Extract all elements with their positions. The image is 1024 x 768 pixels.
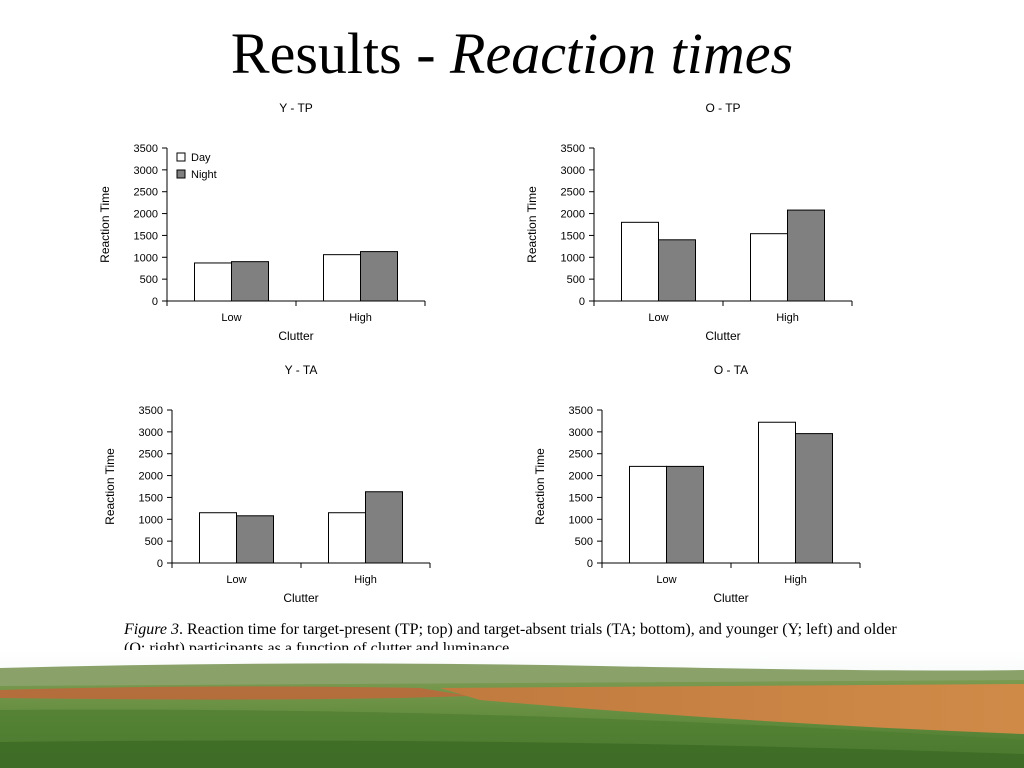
y-axis-label: Reaction Time (525, 186, 539, 263)
y-tick-label: 3000 (561, 165, 585, 177)
y-tick-label: 500 (140, 274, 158, 286)
bar-day-low (629, 465, 667, 564)
bar-night-low (666, 465, 704, 564)
y-tick-label: 3500 (134, 143, 158, 155)
y-tick-label: 3500 (569, 405, 593, 417)
y-tick-label: 0 (157, 558, 163, 570)
title-main: Results - (230, 21, 451, 86)
title-italic: Reaction times (450, 21, 794, 86)
y-tick-label: 2500 (134, 187, 158, 199)
y-tick-label: 1500 (139, 492, 163, 504)
y-axis-label: Reaction Time (98, 186, 112, 263)
figure-label: Figure 3 (124, 621, 179, 638)
x-axis-label: Clutter (278, 329, 313, 343)
bar-night-high (365, 491, 403, 564)
y-tick-label: 1500 (569, 492, 593, 504)
bar-day-high (328, 512, 366, 564)
y-tick-label: 3500 (139, 405, 163, 417)
y-tick-label: 500 (575, 536, 593, 548)
chart-title: Y - TP (279, 101, 313, 115)
y-tick-label: 1000 (561, 252, 585, 264)
y-tick-label: 2500 (561, 187, 585, 199)
x-tick-label: Low (226, 574, 246, 586)
y-tick-label: 500 (567, 274, 585, 286)
y-tick-label: 2000 (139, 471, 163, 483)
bar-night-low (236, 515, 274, 564)
y-tick-label: 1500 (561, 230, 585, 242)
y-axis-label: Reaction Time (533, 448, 547, 525)
y-tick-label: 2000 (561, 209, 585, 221)
bar-day-high (758, 421, 796, 564)
x-tick-label: High (354, 574, 377, 586)
y-tick-label: 1000 (134, 252, 158, 264)
x-axis-label: Clutter (705, 329, 740, 343)
bar-night-high (360, 251, 398, 302)
chart-title: O - TP (705, 101, 740, 115)
bar-night-high (787, 209, 825, 302)
bar-day-low (194, 262, 232, 302)
x-tick-label: Low (656, 574, 676, 586)
y-tick-label: 2000 (569, 471, 593, 483)
chart-y-tp: Y - TP Reaction Time 0 500 1000 1500 2000 2500 3… (98, 101, 426, 343)
bar-day-low (621, 221, 659, 302)
x-tick-label: Low (221, 312, 241, 324)
legend-label: Day (191, 152, 211, 164)
bar-night-high (795, 433, 833, 564)
legend-swatch (176, 152, 186, 162)
y-axis-label: Reaction Time (103, 448, 117, 525)
legend-swatch (176, 169, 186, 179)
bar-night-low (231, 261, 269, 302)
chart-o-tp: O - TP Reaction Time 0 500 1000 1500 2000 2500 3… (525, 101, 853, 343)
x-tick-label: High (349, 312, 372, 324)
y-tick-label: 1000 (139, 514, 163, 526)
y-tick-label: 2500 (569, 449, 593, 461)
y-tick-label: 2500 (139, 449, 163, 461)
slide-title: Results - Reaction times (0, 14, 1024, 94)
chart-o-ta: O - TA Reaction Time 0 500 1000 1500 2000 2500 3… (533, 363, 861, 605)
x-tick-label: High (776, 312, 799, 324)
x-axis-label: Clutter (713, 591, 748, 605)
chart-title: O - TA (714, 363, 748, 377)
bar-day-high (323, 254, 361, 302)
landscape-image (0, 650, 1024, 768)
y-tick-label: 3000 (569, 427, 593, 439)
bar-night-low (658, 239, 696, 302)
chart-title: Y - TA (285, 363, 318, 377)
legend-label: Night (191, 169, 217, 181)
y-tick-label: 1500 (134, 230, 158, 242)
chart-y-ta: Y - TA Reaction Time 0 500 1000 1500 2000 2500 3… (103, 363, 431, 605)
y-tick-label: 500 (145, 536, 163, 548)
y-tick-label: 0 (579, 296, 585, 308)
bar-day-low (199, 512, 237, 564)
x-tick-label: High (784, 574, 807, 586)
x-tick-label: Low (648, 312, 668, 324)
bar-day-high (750, 233, 788, 302)
y-tick-label: 0 (152, 296, 158, 308)
y-tick-label: 3000 (134, 165, 158, 177)
y-tick-label: 2000 (134, 209, 158, 221)
y-tick-label: 1000 (569, 514, 593, 526)
x-axis-label: Clutter (283, 591, 318, 605)
y-tick-label: 3000 (139, 427, 163, 439)
y-tick-label: 3500 (561, 143, 585, 155)
y-tick-label: 0 (587, 558, 593, 570)
